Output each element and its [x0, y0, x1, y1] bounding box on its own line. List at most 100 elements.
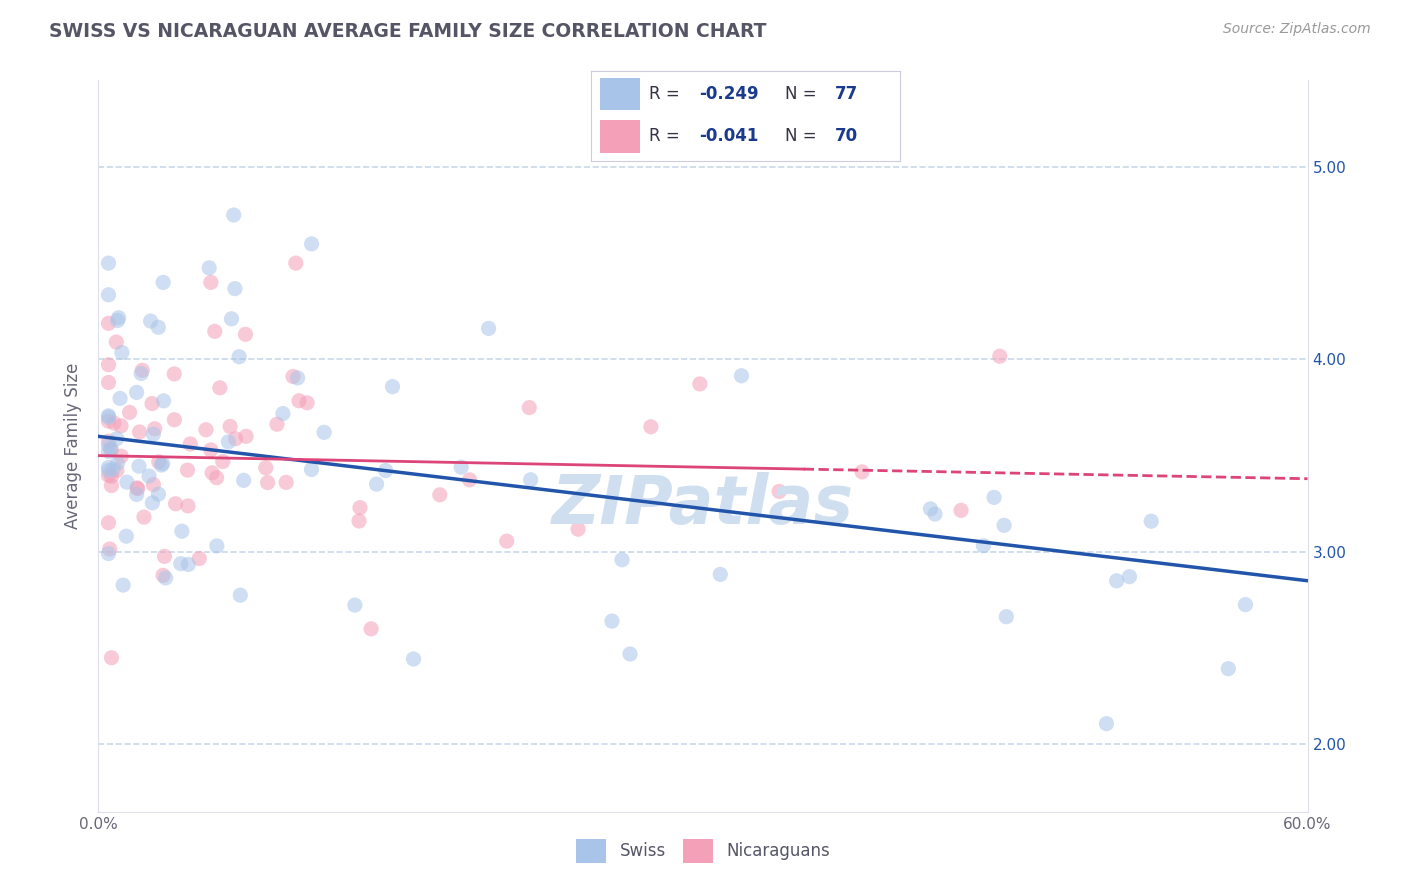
Point	[128, 425, 150, 439]
Text: R =: R =	[650, 128, 685, 145]
Point	[972, 539, 994, 553]
Point	[111, 345, 134, 359]
Point	[205, 539, 228, 553]
Point	[284, 256, 307, 270]
Point	[115, 475, 138, 490]
Point	[458, 473, 481, 487]
Legend: Swiss, Nicaraguans: Swiss, Nicaraguans	[569, 832, 837, 869]
Point	[176, 463, 198, 477]
Point	[125, 487, 148, 501]
Point	[689, 376, 711, 391]
Point	[115, 529, 138, 543]
Point	[107, 310, 129, 325]
Point	[141, 396, 163, 410]
Point	[141, 496, 163, 510]
Point	[640, 419, 662, 434]
Point	[1118, 569, 1140, 583]
Point	[163, 367, 186, 381]
Point	[198, 260, 221, 275]
Point	[105, 334, 128, 349]
Text: ZIPatlas: ZIPatlas	[553, 472, 853, 538]
Point	[132, 510, 155, 524]
Point	[188, 551, 211, 566]
Point	[235, 429, 257, 443]
Point	[211, 454, 233, 468]
Point	[450, 460, 472, 475]
Point	[107, 313, 129, 327]
Point	[125, 385, 148, 400]
Point	[567, 522, 589, 536]
Point	[477, 321, 499, 335]
Point	[1105, 574, 1128, 588]
Point	[97, 444, 120, 458]
Point	[200, 276, 222, 290]
Point	[127, 482, 149, 496]
Point	[97, 409, 120, 423]
Point	[366, 477, 388, 491]
Point	[610, 553, 633, 567]
Point	[118, 405, 141, 419]
Point	[271, 407, 294, 421]
Point	[165, 497, 187, 511]
FancyBboxPatch shape	[600, 78, 640, 110]
Point	[256, 475, 278, 490]
Point	[495, 534, 517, 549]
Point	[128, 459, 150, 474]
Point	[343, 598, 366, 612]
Point	[103, 462, 125, 476]
Text: -0.041: -0.041	[699, 128, 758, 145]
Point	[97, 516, 120, 530]
Point	[851, 465, 873, 479]
Point	[287, 371, 309, 385]
Point	[600, 614, 623, 628]
Point	[139, 314, 162, 328]
Point	[360, 622, 382, 636]
Point	[301, 462, 323, 476]
Point	[150, 458, 173, 472]
Text: 70: 70	[835, 128, 858, 145]
Point	[232, 474, 254, 488]
Point	[105, 463, 128, 477]
Point	[125, 481, 148, 495]
Point	[129, 367, 152, 381]
Text: R =: R =	[650, 85, 685, 103]
Point	[194, 423, 217, 437]
Point	[995, 609, 1018, 624]
Point	[768, 484, 790, 499]
Point	[347, 514, 370, 528]
Point	[217, 434, 239, 449]
Point	[709, 567, 731, 582]
Point	[402, 652, 425, 666]
Point	[224, 282, 246, 296]
FancyBboxPatch shape	[600, 120, 640, 153]
Point	[1095, 716, 1118, 731]
Point	[179, 437, 201, 451]
Point	[97, 547, 120, 561]
Point	[110, 418, 132, 433]
Point	[170, 524, 193, 539]
Point	[131, 363, 153, 377]
Point	[163, 413, 186, 427]
Point	[221, 311, 243, 326]
Point	[142, 477, 165, 491]
Point	[301, 236, 323, 251]
Point	[1140, 514, 1163, 528]
Point	[229, 588, 252, 602]
Point	[143, 422, 166, 436]
Text: N =: N =	[786, 128, 823, 145]
Point	[152, 457, 174, 471]
Point	[97, 434, 120, 449]
Point	[170, 557, 193, 571]
Point	[97, 463, 120, 477]
Point	[228, 350, 250, 364]
Point	[152, 276, 174, 290]
Point	[381, 379, 404, 393]
Point	[1234, 598, 1257, 612]
Point	[148, 455, 170, 469]
Point	[281, 369, 304, 384]
Point	[142, 427, 165, 442]
Point	[266, 417, 288, 432]
Point	[295, 396, 318, 410]
Point	[177, 499, 200, 513]
Point	[97, 317, 120, 331]
